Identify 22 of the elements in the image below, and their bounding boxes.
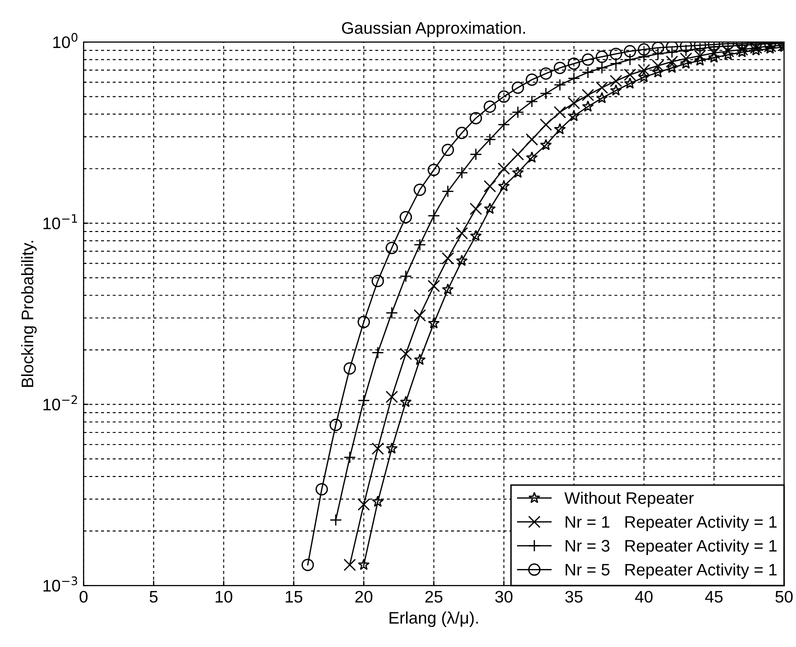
- legend-label: Nr = 1 Repeater Activity = 1: [566, 516, 777, 532]
- y-axis-title: Blocking Probability.: [21, 240, 37, 387]
- x-tick-label: 0: [80, 590, 88, 603]
- x-tick-label: 35: [565, 590, 582, 603]
- x-tick-label: 5: [150, 591, 158, 603]
- chart-title: Gaussian Approximation.: [342, 22, 525, 38]
- legend-label: Nr = 3 Repeater Activity = 1: [566, 539, 777, 555]
- y-tick-label: 10$^{−1}$: [43, 214, 78, 230]
- x-tick-label: 15: [286, 591, 302, 603]
- legend-label: Without Repeater: [564, 492, 694, 508]
- x-tick-label: 25: [425, 590, 442, 603]
- x-tick-label: 45: [705, 591, 723, 603]
- y-tick-label: 10$^{−2}$: [43, 395, 77, 410]
- y-tick-label: 10$^{−3}$: [43, 576, 78, 592]
- legend-label: Nr = 5 Repeater Activity = 1: [566, 563, 777, 579]
- x-tick-label: 30: [495, 590, 512, 603]
- x-tick-label: 10: [216, 590, 232, 603]
- x-axis-title: Erlang (λ/μ).: [390, 611, 478, 628]
- x-tick-label: 50: [775, 590, 793, 603]
- x-tick-label: 40: [635, 590, 653, 603]
- y-tick-label: 10$^{0}$: [53, 32, 78, 48]
- x-tick-label: 20: [355, 590, 372, 603]
